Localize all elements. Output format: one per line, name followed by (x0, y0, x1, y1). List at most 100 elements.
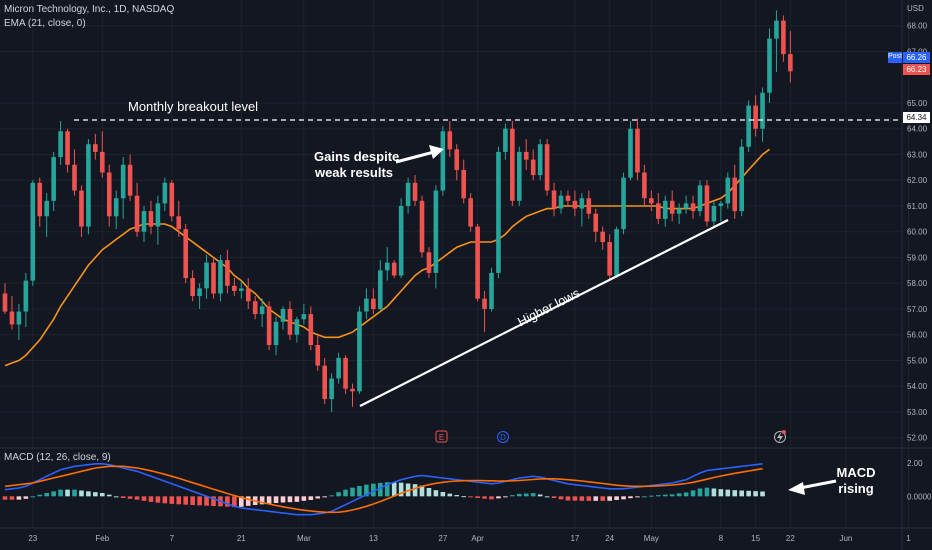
macd-histogram-bar (398, 482, 404, 497)
macd-histogram-bar (58, 489, 63, 497)
macd-histogram-bar (79, 490, 84, 497)
date-tick-label: Jun (839, 534, 852, 543)
macd-histogram-bar (475, 496, 480, 498)
date-tick-label: 22 (786, 534, 795, 543)
candle-body (79, 190, 84, 227)
macd-histogram-bar (551, 496, 557, 498)
macd-histogram-bar (245, 496, 251, 506)
candle-body (558, 195, 564, 209)
candle-body (676, 208, 682, 214)
candle-body (155, 203, 161, 227)
macd-histogram-bar (315, 496, 321, 499)
candle-body (669, 200, 675, 214)
macd-histogram-bar (510, 495, 515, 497)
candle-body (315, 345, 321, 366)
macd-histogram-bar (412, 484, 418, 497)
candle-body (746, 105, 751, 147)
macd-histogram-bar (739, 490, 744, 497)
candle-body (530, 159, 536, 176)
price-tick-label: 64.00 (907, 125, 928, 134)
macd-line (4, 463, 763, 516)
macd-histogram-bar (454, 495, 460, 497)
candle-body (384, 262, 390, 271)
candle-body (690, 203, 696, 212)
macd-histogram (2, 482, 765, 508)
candle-body (523, 151, 529, 160)
macd-histogram-bar (391, 482, 397, 497)
macd-histogram-bar (169, 496, 175, 504)
macd-tick-label: 2.00 (907, 459, 923, 468)
candle-body (225, 260, 230, 286)
candle-body (2, 293, 8, 312)
candle-body (273, 321, 279, 346)
candle-body (440, 131, 446, 191)
candle-body (412, 182, 418, 201)
macd-histogram-bar (113, 496, 119, 498)
macd-histogram-bar (266, 496, 272, 504)
macd-histogram-bar (683, 492, 689, 497)
candle-body (280, 308, 286, 322)
higher-lows-trendline (359, 219, 729, 407)
macd-histogram-bar (628, 496, 633, 499)
macd-legend[interactable]: MACD (12, 26, close, 9) (4, 452, 111, 463)
macd-histogram-bar (155, 496, 161, 503)
event-label-e: E (439, 433, 444, 442)
candle-body (635, 128, 640, 173)
price-tick-label: 68.00 (907, 22, 928, 31)
candle-body (704, 185, 710, 222)
candle-body (662, 200, 668, 219)
macd-histogram-bar (44, 493, 49, 497)
ema-line (4, 148, 770, 367)
symbol-title: Micron Technology, Inc., 1D, NASDAQ (4, 4, 175, 15)
date-tick-label: 24 (605, 534, 614, 543)
macd-histogram-bar (280, 496, 286, 503)
candle-body (683, 203, 689, 209)
macd-histogram-bar (447, 493, 453, 497)
candle-body (336, 357, 341, 379)
macd-histogram-bar (656, 495, 661, 497)
macd-histogram-bar (16, 496, 22, 500)
ema-legend[interactable]: EMA (21, close, 0) (4, 18, 86, 29)
macd-histogram-bar (72, 489, 77, 497)
candle-body (739, 146, 744, 212)
macd-histogram-bar (523, 493, 529, 497)
breakout-level-badge (903, 112, 930, 123)
candle-body (378, 270, 383, 309)
macd-histogram-bar (593, 496, 599, 501)
candle-body (113, 198, 119, 217)
candle-body (58, 131, 63, 158)
macd-histogram-bar (621, 496, 626, 500)
macd-histogram-bar (558, 496, 564, 500)
candle-body (454, 149, 460, 170)
candle-body (350, 388, 355, 392)
breakout-annotation: Monthly breakout level (128, 99, 259, 114)
macd-histogram-bar (753, 491, 758, 497)
macd-histogram-bar (9, 496, 15, 500)
post-label: Post (888, 53, 903, 60)
macd-histogram-bar (287, 496, 293, 503)
candle-body (86, 144, 91, 227)
last-price-badge (903, 64, 930, 75)
candle-body (510, 128, 515, 201)
candle-body (586, 198, 592, 214)
candle-body (65, 131, 70, 165)
candle-body (572, 200, 578, 209)
candle-body (343, 357, 348, 389)
date-tick-label: 17 (570, 534, 579, 543)
date-tick-label: Apr (471, 534, 484, 543)
candle-body (732, 177, 738, 212)
candle-body (51, 157, 56, 201)
gains-annotation-line1: Gains despite (314, 149, 400, 164)
candlesticks (2, 10, 793, 412)
macd-histogram-bar (461, 496, 466, 498)
candle-body (100, 151, 105, 173)
macd-arrow (788, 479, 837, 495)
macd-histogram-bar (537, 494, 543, 497)
price-tick-label: 65.00 (907, 99, 928, 108)
candle-body (308, 314, 314, 346)
candle-body (44, 200, 49, 217)
candle-body (294, 319, 300, 335)
candle-body (127, 164, 133, 196)
macd-histogram-bar (565, 496, 571, 501)
